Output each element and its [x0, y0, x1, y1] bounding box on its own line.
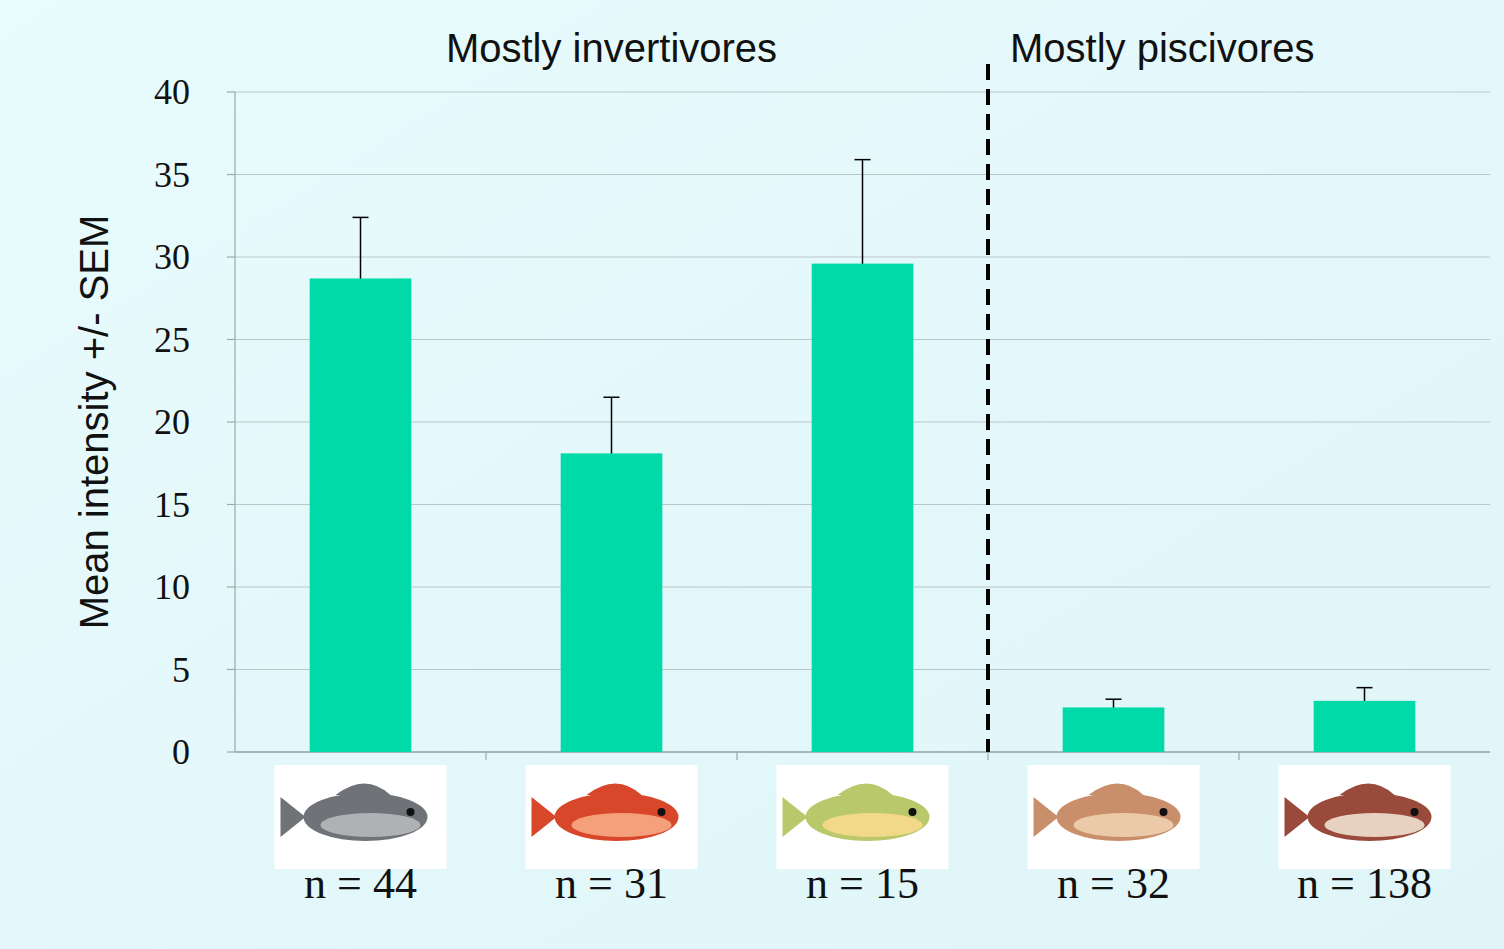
error-cap: [353, 217, 369, 219]
tick-label: 10: [154, 567, 190, 607]
tick-mark: [227, 421, 235, 422]
tick-label: 40: [154, 72, 190, 112]
fish-tail: [1285, 797, 1310, 837]
tick-mark: [227, 174, 235, 175]
fish-body: [1057, 793, 1181, 841]
tick-mark: [227, 751, 235, 752]
fish-icon: [1028, 765, 1200, 869]
fish-body: [1308, 793, 1432, 841]
category-tick: [1238, 752, 1239, 760]
fish-body: [304, 793, 428, 841]
tick-mark: [227, 586, 235, 587]
group-label: Mostly piscivores: [1010, 26, 1315, 70]
fish-tail: [281, 797, 306, 837]
fish-tail: [532, 797, 557, 837]
tick-label: 15: [154, 485, 190, 525]
error-cap: [855, 159, 871, 161]
tick-mark: [227, 504, 235, 505]
category-tick: [736, 752, 737, 760]
tick-mark: [227, 256, 235, 257]
bar: [561, 453, 663, 752]
fish-eye: [1160, 808, 1168, 816]
fish-icon: [526, 765, 698, 869]
error-cap: [1106, 698, 1122, 700]
icon-box: [1028, 765, 1200, 869]
fish-fin: [336, 784, 391, 796]
icon-box: [777, 765, 949, 869]
tick-mark: [227, 91, 235, 92]
tick-label: 35: [154, 155, 190, 195]
fish-belly: [823, 813, 923, 837]
category-label: n = 15: [806, 859, 919, 908]
bar: [812, 264, 914, 752]
icon-box: [275, 765, 447, 869]
category-tick: [987, 752, 988, 760]
fish-belly: [572, 813, 672, 837]
fish-eye: [407, 808, 415, 816]
category-tick: [485, 752, 486, 760]
fish-tail: [1034, 797, 1059, 837]
fish-body: [806, 793, 930, 841]
fish-fin: [587, 784, 642, 796]
fish-eye: [1411, 808, 1419, 816]
tick-label: 0: [172, 732, 190, 772]
group-divider: [986, 64, 990, 752]
fish-belly: [1325, 813, 1425, 837]
fish-fin: [1340, 784, 1395, 796]
fish-belly: [321, 813, 421, 837]
fish-belly: [1074, 813, 1174, 837]
fish-icon: [1279, 765, 1451, 869]
tick-mark: [227, 669, 235, 670]
chart: 0 5 10 15 20 25 30 35 40 Mean intensity +/- SEM Mo…: [0, 0, 1504, 949]
y-axis-title: Mean intensity +/- SEM: [72, 215, 116, 630]
group-label: Mostly invertivores: [446, 26, 777, 70]
error-cap: [1357, 687, 1373, 689]
background: [0, 0, 1504, 949]
tick-label: 25: [154, 320, 190, 360]
y-axis: [234, 92, 235, 752]
grid-line: [235, 91, 1490, 92]
bar: [1063, 707, 1165, 752]
category-label: n = 138: [1297, 859, 1432, 908]
fish-body: [555, 793, 679, 841]
tick-label: 20: [154, 402, 190, 442]
category-label: n = 31: [555, 859, 668, 908]
bar: [310, 278, 412, 752]
icon-box: [526, 765, 698, 869]
fish-eye: [909, 808, 917, 816]
category-label: n = 44: [304, 859, 417, 908]
tick-label: 30: [154, 237, 190, 277]
error-cap: [604, 397, 620, 399]
tick-mark: [227, 339, 235, 340]
icon-box: [1279, 765, 1451, 869]
fish-eye: [658, 808, 666, 816]
fish-fin: [1089, 784, 1144, 796]
bar: [1314, 701, 1416, 752]
fish-icon: [275, 765, 447, 869]
tick-label: 5: [172, 650, 190, 690]
fish-icon: [777, 765, 949, 869]
fish-tail: [783, 797, 808, 837]
category-label: n = 32: [1057, 859, 1170, 908]
fish-fin: [838, 784, 893, 796]
